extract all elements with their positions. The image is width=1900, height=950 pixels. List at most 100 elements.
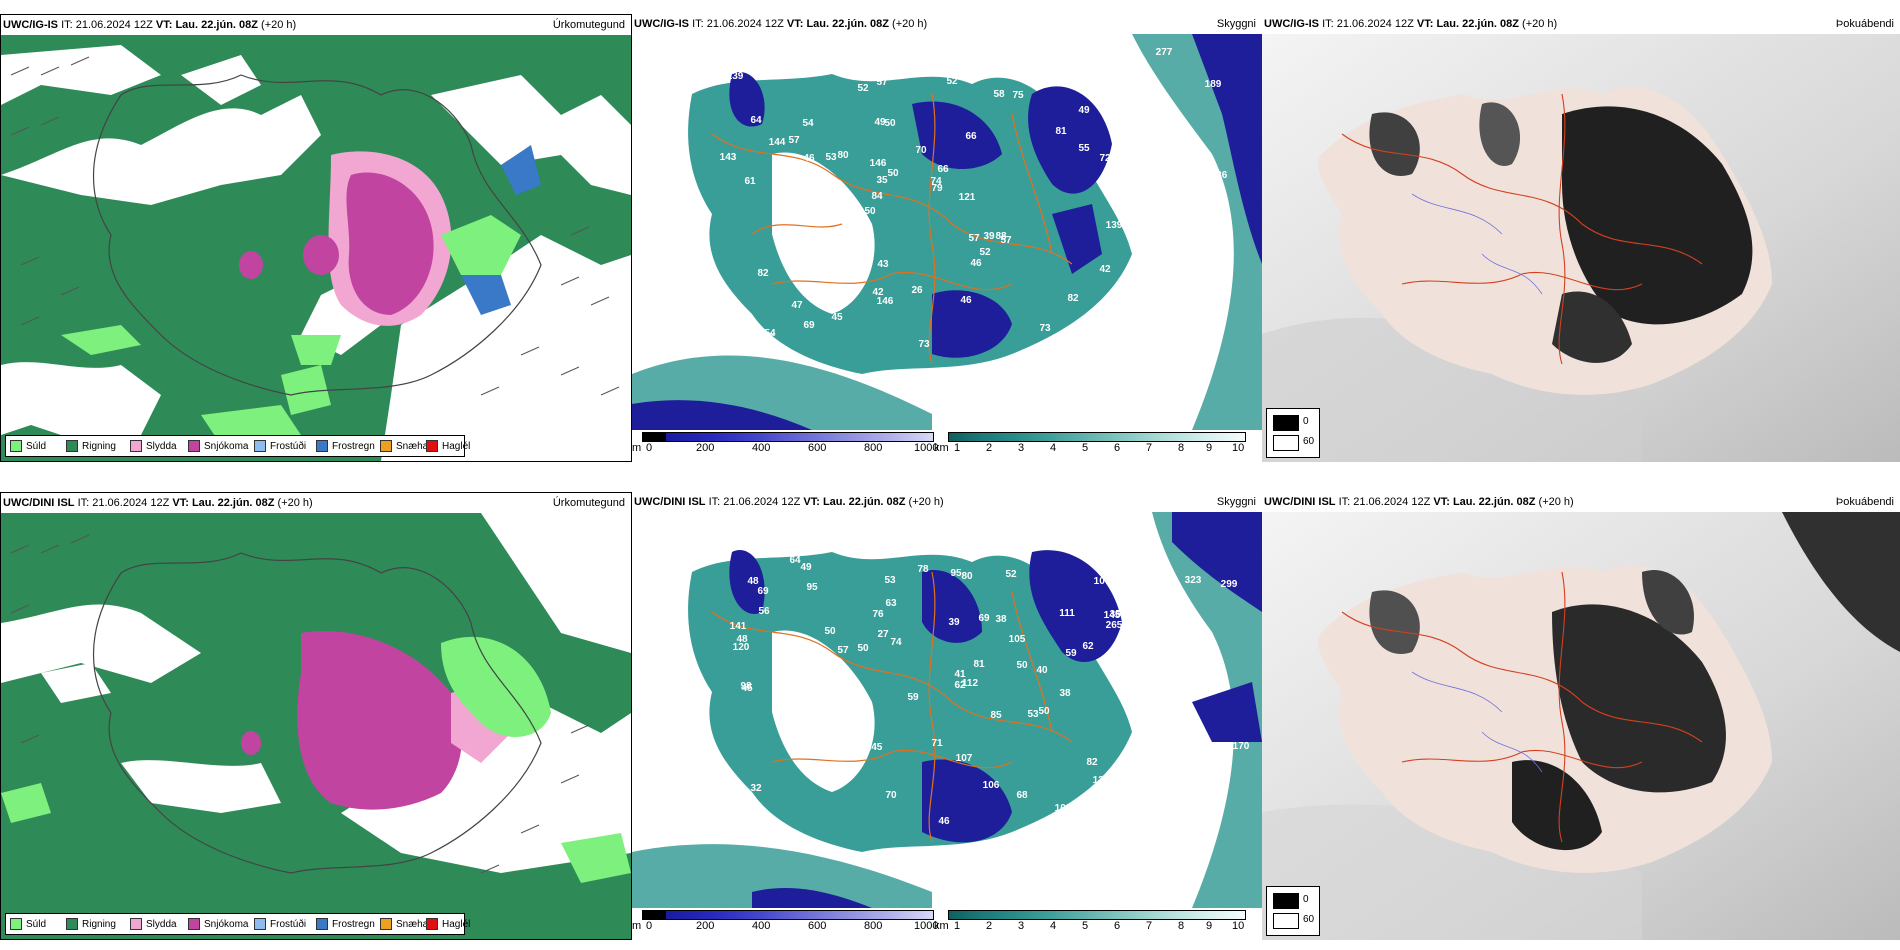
vis-tick: 9 [1206, 442, 1213, 454]
elev-tick: 1000 [914, 920, 939, 932]
visibility-value-label: 236 [1105, 804, 1122, 815]
visibility-panel-row2: UWC/DINI ISL IT: 21.06.2024 12Z VT: Lau.… [632, 492, 1262, 940]
visibility-value-label: 69 [757, 586, 769, 597]
visibility-value-label: 111 [1059, 608, 1075, 619]
valid-label: VT: [172, 497, 189, 509]
visibility-value-label: 234 [1119, 311, 1136, 322]
visibility-value-label: 51 [804, 267, 816, 278]
visibility-value-label: 50 [887, 168, 899, 179]
visibility-value-label: 120 [733, 642, 750, 653]
legend-item-drizzle: Súld [10, 918, 46, 930]
visibility-value-label: 61 [744, 176, 756, 187]
panel-title: Úrkomutegund [552, 497, 625, 509]
visibility-unit: km [934, 920, 949, 932]
legend-item-hail: Haglél [426, 918, 470, 930]
fog-index-panel-row2: UWC/DINI ISL IT: 21.06.2024 12Z VT: Lau.… [1262, 492, 1900, 940]
vis-tick: 6 [1114, 442, 1121, 454]
visibility-value-label: 134 [1093, 775, 1110, 786]
visibility-value-label: 46 [803, 153, 815, 164]
init-time: 21.06.2024 12Z [1353, 496, 1431, 508]
visibility-value-label: 79 [931, 183, 943, 194]
visibility-value-label: 321 [1157, 268, 1174, 279]
fog-index-panel-row1: UWC/IG-IS IT: 21.06.2024 12Z VT: Lau. 22… [1262, 14, 1900, 462]
lead-time: (+20 h) [277, 497, 313, 509]
elev-tick: 200 [696, 442, 715, 454]
visibility-map: 4361495066544970828048475066576457725755… [632, 34, 1262, 430]
visibility-value-label: 323 [1185, 575, 1202, 586]
visibility-value-label: 836 [1211, 170, 1228, 181]
init-label: IT: [61, 19, 73, 31]
visibility-value-label: 207 [1151, 358, 1168, 369]
init-label: IT: [1322, 18, 1334, 30]
precip-type-legend: Súld Rigning Slydda Snjókoma Frostúði Fr… [5, 913, 470, 935]
visibility-value-label: 145 [1104, 610, 1121, 621]
model-name: UWC/IG-IS [634, 18, 689, 30]
visibility-value-label: 265 [1106, 620, 1123, 631]
visibility-value-label: 45 [831, 312, 843, 323]
elev-tick: 600 [808, 920, 827, 932]
init-label: IT: [692, 18, 704, 30]
visibility-value-label: 82 [1067, 293, 1079, 304]
elev-tick: 0 [646, 920, 653, 932]
precip-map [1, 513, 631, 939]
visibility-value-label: 78 [917, 564, 929, 575]
vis-tick: 2 [986, 442, 993, 454]
vis-tick: 4 [1050, 442, 1057, 454]
visibility-value-label: 64 [750, 115, 762, 126]
panel-title: Skyggni [1216, 496, 1256, 508]
elev-tick: 800 [864, 920, 883, 932]
panel-title: Þokuábendi [1835, 496, 1894, 508]
visibility-unit: km [934, 442, 949, 454]
legend-item-freezing-rain: Frostregn [316, 918, 375, 930]
visibility-value-label: 76 [872, 609, 884, 620]
visibility-value-label: 26 [911, 285, 923, 296]
visibility-value-label: 277 [1156, 47, 1173, 58]
visibility-value-label: 62 [1082, 641, 1094, 652]
fog-legend-low-swatch [1273, 893, 1299, 909]
visibility-value-label: 107 [956, 753, 973, 764]
visibility-value-label: 143 [720, 152, 737, 163]
visibility-value-label: 48 [747, 576, 759, 587]
visibility-value-label: 72 [1115, 167, 1127, 178]
visibility-value-label: 57 [837, 645, 849, 656]
visibility-value-label: 66 [965, 131, 977, 142]
visibility-value-label: 50 [864, 206, 876, 217]
init-label: IT: [708, 496, 721, 508]
elev-tick: 1000 [914, 442, 939, 454]
visibility-value-label: 95 [727, 299, 739, 310]
visibility-value-labels: 4361495066544970828048475066576457725755… [720, 47, 1231, 393]
visibility-value-label: 95 [806, 582, 818, 593]
visibility-value-label: 71 [931, 738, 943, 749]
fog-legend-low-label: 0 [1303, 894, 1309, 905]
valid-time: Lau. 22.jún. 08Z [1436, 18, 1519, 30]
visibility-value-label: 69 [803, 320, 815, 331]
visibility-value-label: 88 [762, 332, 774, 343]
vis-tick: 1 [954, 442, 961, 454]
visibility-value-label: 299 [1221, 579, 1238, 590]
visibility-value-label: 145 [866, 742, 883, 753]
visibility-value-label: 82 [1086, 757, 1098, 768]
vis-tick: 8 [1178, 920, 1185, 932]
visibility-value-label: 49 [800, 562, 812, 573]
fog-legend-high-swatch [1273, 913, 1299, 929]
visibility-value-label: 49 [874, 117, 886, 128]
model-name: UWC/DINI ISL [1264, 496, 1336, 508]
fog-index-legend: 0 60 [1266, 886, 1320, 936]
panel-title: Úrkomutegund [552, 19, 625, 31]
visibility-value-label: 38 [995, 614, 1007, 625]
visibility-value-label: 66 [937, 164, 949, 175]
visibility-value-labels: 62 53 59 50 50 45 50 64 111 16 48 49 68 85 74 50 63 59 53 4… [730, 547, 1250, 827]
visibility-value-label: 68 [1016, 790, 1028, 801]
panel-header: UWC/IG-IS IT: 21.06.2024 12Z VT: Lau. 22… [1264, 18, 1898, 34]
legend-item-hail: Haglél [426, 440, 470, 452]
visibility-value-label: 81 [973, 659, 985, 670]
visibility-value-label: 49 [1078, 105, 1090, 116]
visibility-value-label: 45 [741, 683, 753, 694]
fog-index-map [1262, 34, 1900, 462]
visibility-map: 62 53 59 50 50 45 50 64 111 16 48 49 68 85 74 50 63 59 53 4… [632, 512, 1262, 908]
visibility-value-label: 199 [1105, 299, 1122, 310]
visibility-value-label: 70 [885, 790, 897, 801]
visibility-value-label: 60 [839, 742, 851, 753]
elevation-unit: m [632, 442, 642, 454]
elevation-unit: m [632, 920, 642, 932]
